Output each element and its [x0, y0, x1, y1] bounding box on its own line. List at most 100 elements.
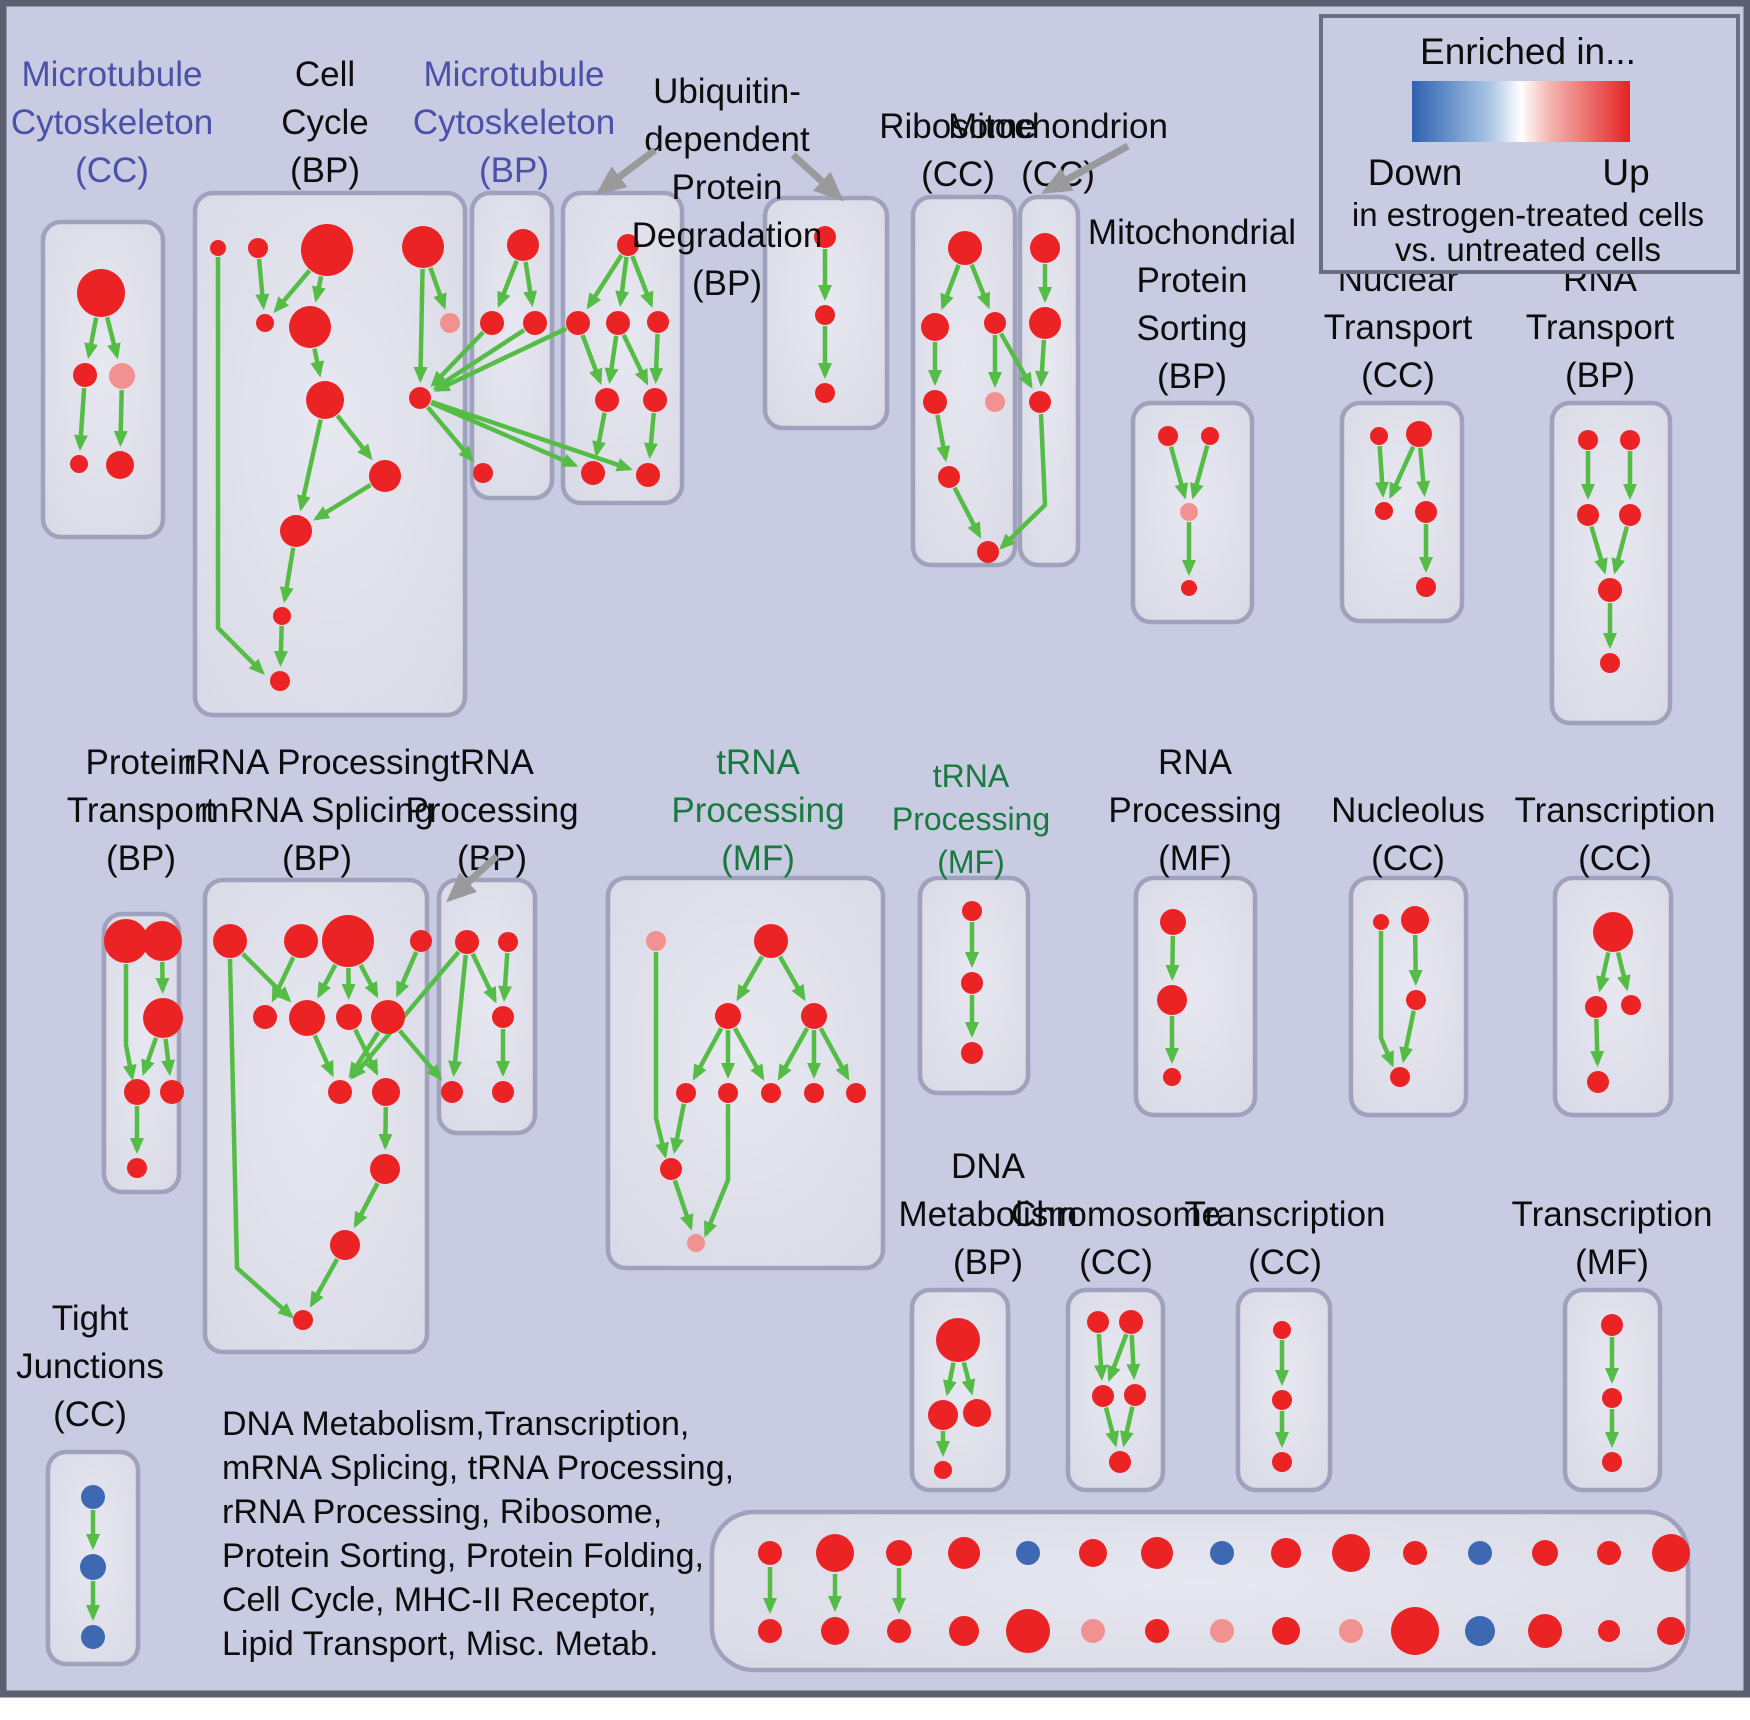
gene-node-transcription-cc2-b — [1272, 1390, 1292, 1410]
legend-down-label: Down — [1368, 152, 1463, 193]
strip-node-bottom-5 — [1006, 1609, 1050, 1653]
edge — [1041, 340, 1044, 383]
gene-node-mito-sorting-a — [1158, 426, 1178, 446]
cluster-label-rrna: rRNA Processing — [184, 743, 450, 782]
strip-node-top-9 — [1271, 1538, 1301, 1568]
gene-node-dna-metabolism-T — [936, 1318, 980, 1362]
gene-node-cell-cycle-hub — [409, 387, 431, 409]
cluster-label-trna-mf-small: Processing — [892, 801, 1050, 837]
gene-node-microtubule-cc-d — [70, 455, 88, 473]
cluster-label-tight-junctions: (CC) — [53, 1395, 127, 1434]
misc-clusters-text: DNA Metabolism,Transcription, — [222, 1405, 689, 1443]
edge — [1380, 446, 1383, 494]
gene-node-ubiquitin-a-m2 — [643, 388, 667, 412]
cluster-label-trna-bp: Processing — [405, 791, 578, 830]
gene-node-nuclear-transport-s — [1370, 427, 1388, 445]
gene-node-chromosome-mL — [1092, 1385, 1114, 1407]
cluster-label-ribosome: (CC) — [921, 155, 995, 194]
gene-node-trna-bp-M — [492, 1006, 514, 1028]
edge — [1099, 1334, 1102, 1377]
gene-node-transcription-cc-T — [1593, 912, 1633, 952]
cluster-label-mitochondrion: Mitochondrion — [948, 107, 1168, 146]
cluster-label-protein-transport: (BP) — [106, 839, 176, 878]
gene-node-tight-junctions-c — [81, 1625, 105, 1649]
gene-node-ribosome-B — [977, 541, 999, 563]
gene-node-rrna-H — [371, 1000, 405, 1034]
gene-node-ubiquitin-a-m1 — [595, 388, 619, 412]
gene-node-trna-bp-B2 — [492, 1081, 514, 1103]
gene-node-transcription-cc2-c — [1272, 1452, 1292, 1472]
strip-node-bottom-15 — [1657, 1617, 1685, 1645]
gene-node-rna-transport-m1 — [1577, 504, 1599, 526]
cluster-box-rna-transport — [1552, 403, 1670, 723]
gene-node-cell-cycle-pk — [440, 313, 460, 333]
gene-node-trna-bp-T2 — [498, 932, 518, 952]
cluster-label-rrna: (BP) — [282, 839, 352, 878]
strip-node-top-2 — [816, 1534, 854, 1572]
cluster-label-nuclear-transport: Transport — [1324, 308, 1473, 347]
gene-node-chromosome-mR — [1124, 1384, 1146, 1406]
gene-node-nucleolus-B — [1390, 1067, 1410, 1087]
legend-subtitle: vs. untreated cells — [1395, 231, 1661, 268]
strip-node-top-3 — [886, 1540, 912, 1566]
gene-node-cell-cycle-s2 — [273, 607, 291, 625]
cluster-label-mito-sorting: (BP) — [1157, 357, 1227, 396]
misc-clusters-text: rRNA Processing, Ribosome, — [222, 1493, 662, 1531]
gene-node-nucleolus-s — [1373, 914, 1389, 930]
cluster-label-tight-junctions: Tight — [52, 1299, 129, 1338]
gene-node-nuclear-transport-B — [1416, 577, 1436, 597]
cluster-label-trna-mf-large: tRNA — [716, 743, 800, 782]
gene-node-trna-mf-large-c4 — [804, 1083, 824, 1103]
gene-node-transcription-cc-B — [1587, 1071, 1609, 1093]
gene-node-trna-mf-large-c2 — [718, 1083, 738, 1103]
cluster-label-protein-transport: Transport — [67, 791, 216, 830]
cluster-label-transcription-cc: Transcription — [1515, 791, 1716, 830]
cluster-label-cell-cycle: Cycle — [281, 103, 369, 142]
strip-node-bottom-10 — [1339, 1619, 1363, 1643]
gene-node-protein-transport-p4 — [124, 1079, 150, 1105]
gene-node-trna-bp-B1 — [441, 1081, 463, 1103]
gene-node-cell-cycle-m1 — [369, 460, 401, 492]
misc-clusters-text: Protein Sorting, Protein Folding, — [222, 1537, 704, 1575]
gene-node-trna-mf-large-mL — [715, 1003, 741, 1029]
cluster-label-nuclear-transport: (CC) — [1361, 356, 1435, 395]
gene-node-tight-junctions-b — [80, 1554, 106, 1580]
strip-node-top-8 — [1210, 1541, 1234, 1565]
cluster-label-trna-mf-large: (MF) — [721, 839, 795, 878]
cluster-label-dna-metabolism: (BP) — [953, 1243, 1023, 1282]
misc-clusters-text: Lipid Transport, Misc. Metab. — [222, 1625, 659, 1663]
gene-node-cell-cycle-t1 — [210, 240, 226, 256]
strip-node-top-10 — [1332, 1534, 1370, 1572]
cluster-label-nucleolus: (CC) — [1371, 839, 1445, 878]
edge — [281, 626, 282, 663]
gene-node-ubiquitin-a-bA — [581, 461, 605, 485]
cluster-label-rna-transport: (BP) — [1565, 356, 1635, 395]
cluster-label-protein-transport: Protein — [86, 743, 197, 782]
gene-node-cell-cycle-s1 — [256, 314, 274, 332]
gene-node-rrna-K — [370, 1154, 400, 1184]
gene-node-rna-transport-t1 — [1578, 430, 1598, 450]
gene-node-rrna-J — [372, 1078, 400, 1106]
gene-node-trna-mf-large-low — [660, 1158, 682, 1180]
gene-node-ubiquitin-a-r2a — [566, 311, 590, 335]
gene-node-ubiquitin-b-n3 — [815, 383, 835, 403]
strip-node-bottom-12 — [1465, 1616, 1495, 1646]
gene-node-transcription-cc-mL — [1585, 996, 1607, 1018]
gene-node-ribosome-n5 — [938, 466, 960, 488]
strip-node-bottom-3 — [887, 1619, 911, 1643]
strip-node-top-13 — [1532, 1540, 1558, 1566]
gene-node-rna-transport-b — [1600, 653, 1620, 673]
gene-node-protein-transport-p5 — [160, 1080, 184, 1104]
cluster-label-dna-metabolism: DNA — [951, 1147, 1026, 1186]
gene-node-transcription-mf-b — [1602, 1388, 1622, 1408]
strip-node-bottom-2 — [821, 1617, 849, 1645]
strip-node-bottom-9 — [1272, 1617, 1300, 1645]
cluster-label-mito-sorting: Protein — [1137, 261, 1248, 300]
legend-subtitle: in estrogen-treated cells — [1352, 196, 1704, 233]
gene-node-cell-cycle-b1 — [289, 306, 331, 348]
strip-node-bottom-13 — [1528, 1614, 1562, 1648]
gene-node-microtubule-bp-B — [473, 463, 493, 483]
strip-node-top-4 — [948, 1537, 980, 1569]
gene-node-cell-cycle-t2 — [248, 238, 268, 258]
